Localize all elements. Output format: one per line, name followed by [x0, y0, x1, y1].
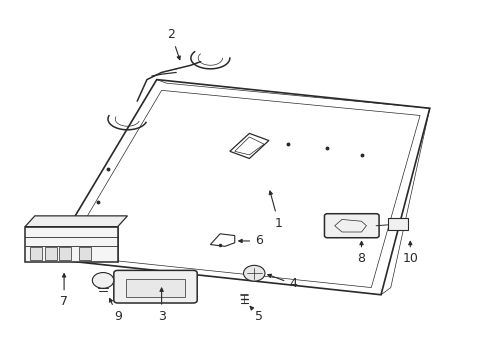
- FancyBboxPatch shape: [387, 218, 407, 230]
- Text: 5: 5: [249, 306, 263, 323]
- FancyBboxPatch shape: [114, 270, 197, 303]
- Polygon shape: [25, 216, 127, 226]
- FancyBboxPatch shape: [59, 247, 71, 260]
- Text: 8: 8: [357, 242, 365, 265]
- Text: 9: 9: [109, 298, 122, 323]
- Text: 6: 6: [238, 234, 263, 247]
- Text: 7: 7: [60, 274, 68, 309]
- FancyBboxPatch shape: [25, 226, 118, 262]
- Text: 1: 1: [269, 191, 282, 230]
- Circle shape: [92, 273, 114, 288]
- FancyBboxPatch shape: [44, 247, 57, 260]
- Text: 3: 3: [157, 288, 165, 323]
- Circle shape: [243, 265, 264, 281]
- Text: 10: 10: [402, 242, 417, 265]
- FancyBboxPatch shape: [126, 279, 184, 297]
- FancyBboxPatch shape: [79, 247, 91, 260]
- FancyBboxPatch shape: [324, 214, 378, 238]
- Text: 2: 2: [167, 28, 180, 60]
- Text: 4: 4: [267, 274, 297, 291]
- FancyBboxPatch shape: [30, 247, 42, 260]
